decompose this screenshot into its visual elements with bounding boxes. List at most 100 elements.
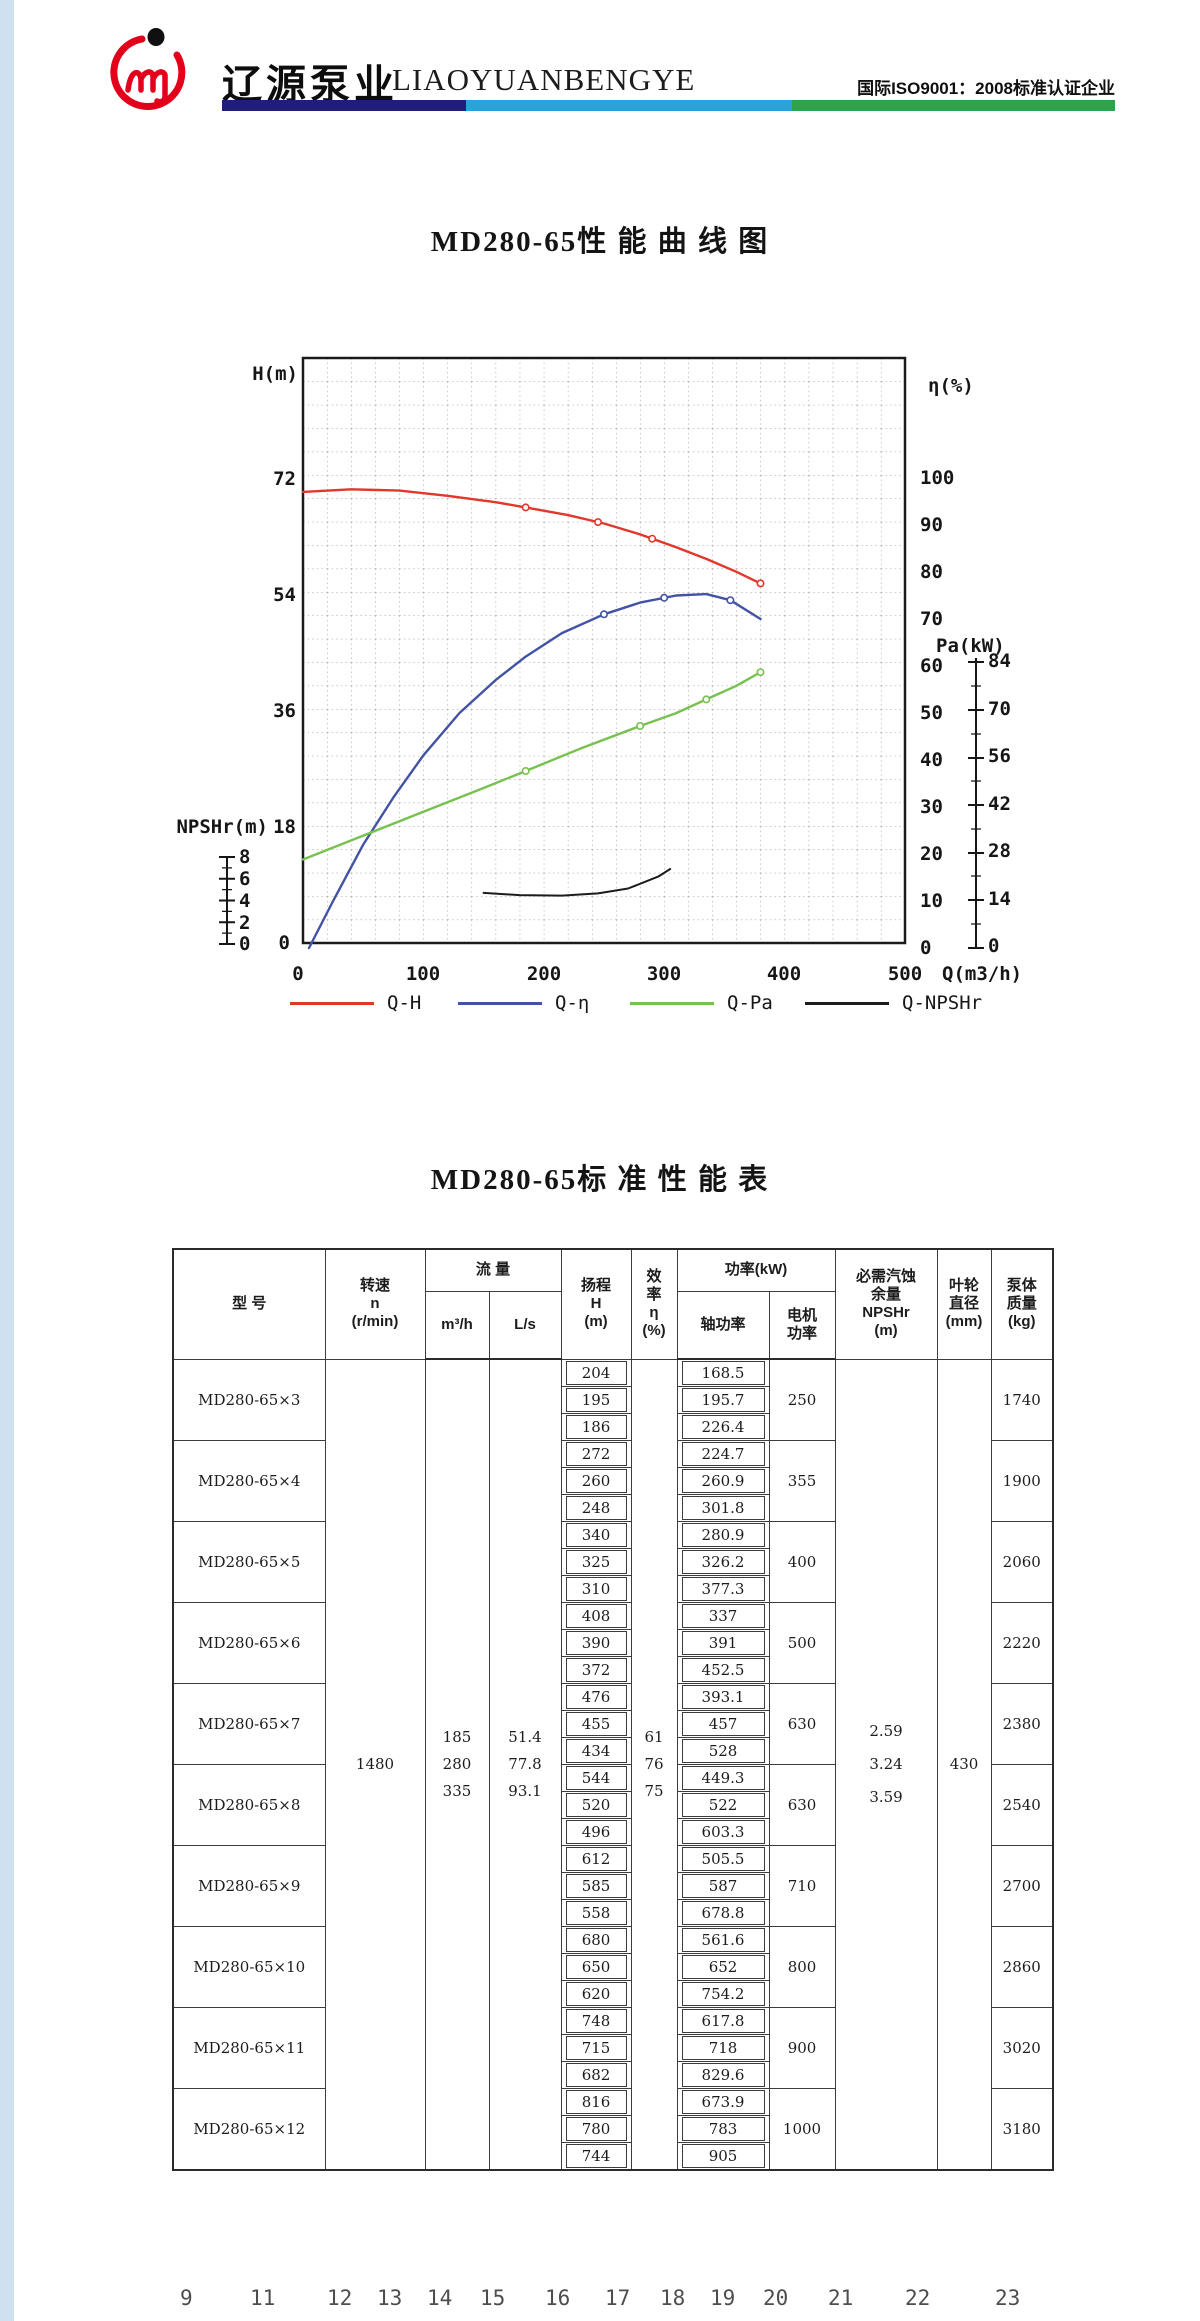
col-header-head: 扬程 H (m) — [560, 1248, 632, 1360]
curve-marker — [756, 579, 765, 588]
model-cell: MD280-65×11 — [172, 2007, 326, 2089]
shaft-power-cell: 326.2 — [676, 1548, 770, 1576]
head-cell: 372 — [560, 1656, 632, 1684]
impeller-cell: 430 — [936, 1358, 992, 2171]
head-cell: 520 — [560, 1791, 632, 1819]
shaft-power-cell: 617.8 — [676, 2007, 770, 2035]
table-row: 780 783 — [173, 2115, 1053, 2143]
col-header-model: 型 号 — [172, 1248, 326, 1360]
boxed-value: 561.6 — [681, 1928, 765, 1952]
eta-tick: 0 — [920, 937, 931, 959]
shaft-power-cell: 673.9 — [676, 2088, 770, 2116]
npshr-tick: 8 — [239, 846, 250, 868]
stack-value: 335 — [442, 1782, 472, 1800]
pa-ruler-minor-ticks — [971, 685, 981, 925]
curve-marker — [702, 695, 711, 704]
pa-tick: 42 — [988, 793, 1011, 815]
boxed-value: 337 — [681, 1604, 765, 1628]
table-row: MD280-65×10 680 561.6 800 2860 — [172, 1926, 1054, 2008]
header-label: (m) — [874, 1322, 898, 1340]
table-row: 186 226.4 — [173, 1413, 1053, 1441]
shaft-power-cell: 449.3 — [676, 1764, 770, 1792]
model-cell: MD280-65×8 — [172, 1764, 326, 1846]
page-edge-strip — [0, 0, 14, 2321]
page-number: 16 — [545, 2286, 571, 2310]
model-cell: MD280-65×4 — [172, 1440, 326, 1522]
model-cell: MD280-65×3 — [172, 1358, 326, 1441]
col-header-npshr: 必需汽蚀 余量 NPSHr (m) — [834, 1248, 938, 1360]
page-number: 20 — [763, 2286, 789, 2310]
boxed-value: 391 — [681, 1631, 765, 1655]
chart-grid — [303, 358, 905, 943]
col-header-motor-power: 电机 功率 — [768, 1290, 836, 1360]
curve-marker — [726, 596, 735, 605]
boxed-value: 449.3 — [681, 1766, 765, 1790]
npshr-cell: 2.59 3.24 3.59 — [834, 1358, 938, 2171]
chart-title: MD280-65性 能 曲 线 图 — [430, 226, 770, 258]
table-header: 型 号 转速 n (r/min) 流 量 扬程 H (m) 效 率 η (%) — [172, 1248, 1054, 1360]
head-cell: 715 — [560, 2034, 632, 2062]
stack-value: 3.24 — [869, 1754, 903, 1773]
shaft-power-cell: 587 — [676, 1872, 770, 1900]
shaft-power-cell: 905 — [676, 2142, 770, 2171]
head-cell: 195 — [560, 1386, 632, 1414]
boxed-value: 620 — [565, 1982, 627, 2006]
boxed-value: 544 — [565, 1766, 627, 1790]
legend-label: Q-η — [555, 992, 590, 1014]
shaft-power-cell: 393.1 — [676, 1683, 770, 1711]
boxed-value: 558 — [565, 1901, 627, 1925]
table-row: 455 457 — [173, 1710, 1053, 1738]
performance-table-body: MD280-65×3 1480 185 280 335 51.4 77.8 93.1 204 61… — [172, 1358, 1054, 2171]
stack-value: 2.59 — [869, 1721, 903, 1740]
header-label: 率 — [646, 1286, 662, 1304]
page-number: 11 — [250, 2286, 276, 2310]
head-cell: 260 — [560, 1467, 632, 1495]
npshr-ruler-ticks — [219, 856, 235, 945]
boxed-value: 204 — [565, 1360, 627, 1385]
pa-tick: 28 — [988, 840, 1011, 862]
table-row: MD280-65×4 272 224.7 355 1900 — [172, 1440, 1054, 1522]
table-row: 620 754.2 — [173, 1980, 1053, 2008]
motor-power-cell: 355 — [768, 1440, 836, 1522]
x-axis-label: Q(m3/h) — [942, 963, 1022, 985]
legend-line-swatch — [290, 1001, 374, 1005]
header-label: 电机 — [787, 1306, 818, 1324]
page-number: 18 — [660, 2286, 686, 2310]
curve-marker — [660, 593, 669, 602]
stack-value: 77.8 — [508, 1755, 542, 1773]
flow-m3h-cell: 185 280 335 — [424, 1358, 490, 2171]
header-label: 效 — [646, 1268, 662, 1286]
boxed-value: 195 — [565, 1388, 627, 1412]
legend-line-swatch — [458, 1001, 542, 1005]
curve-marker — [756, 668, 765, 677]
curve-Q-H — [301, 488, 762, 585]
boxed-value: 905 — [681, 2144, 765, 2168]
mass-cell: 3020 — [990, 2007, 1054, 2089]
head-cell: 816 — [560, 2088, 632, 2116]
header-label: 泵体 — [1006, 1277, 1037, 1295]
model-cell: MD280-65×5 — [172, 1521, 326, 1603]
curve-marker — [636, 721, 645, 730]
head-cell: 408 — [560, 1602, 632, 1630]
x-tick: 0 — [292, 963, 303, 985]
pa-tick: 14 — [988, 888, 1011, 910]
page-number: 23 — [995, 2286, 1021, 2310]
head-cell: 680 — [560, 1926, 632, 1954]
pa-tick: 84 — [988, 650, 1011, 672]
shaft-power-cell: 783 — [676, 2115, 770, 2143]
npshr-ruler-minor-ticks — [222, 867, 232, 934]
shaft-power-cell: 561.6 — [676, 1926, 770, 1954]
table-row: 260 260.9 — [173, 1467, 1053, 1495]
eta-tick: 50 — [920, 702, 943, 724]
boxed-value: 301.8 — [681, 1496, 765, 1520]
performance-curve-chart: H(m) 72 54 36 18 0 NPSHr(m) 8 6 4 2 0 0 … — [176, 356, 1022, 985]
boxed-value: 650 — [565, 1955, 627, 1979]
stack-value: 61 — [644, 1727, 664, 1746]
model-cell: MD280-65×12 — [172, 2088, 326, 2171]
motor-power-cell: 630 — [768, 1764, 836, 1846]
stack-value: 51.4 — [508, 1728, 542, 1746]
boxed-value: 816 — [565, 2090, 627, 2114]
npshr-axis-label: NPSHr(m) — [176, 816, 268, 838]
head-cell: 248 — [560, 1494, 632, 1522]
boxed-value: 783 — [681, 2117, 765, 2141]
